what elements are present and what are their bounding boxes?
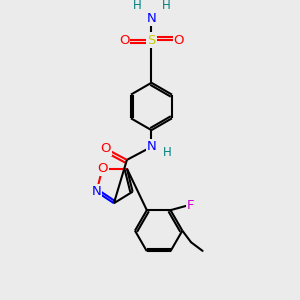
Text: O: O xyxy=(119,34,129,46)
Text: H: H xyxy=(133,0,141,12)
Text: S: S xyxy=(147,34,156,46)
Text: H: H xyxy=(161,0,170,12)
Text: F: F xyxy=(187,199,194,212)
Text: N: N xyxy=(147,140,156,153)
Text: N: N xyxy=(92,185,101,198)
Text: O: O xyxy=(174,34,184,46)
Text: N: N xyxy=(147,12,156,25)
Text: O: O xyxy=(97,162,108,175)
Text: O: O xyxy=(100,142,110,155)
Text: H: H xyxy=(163,146,172,159)
